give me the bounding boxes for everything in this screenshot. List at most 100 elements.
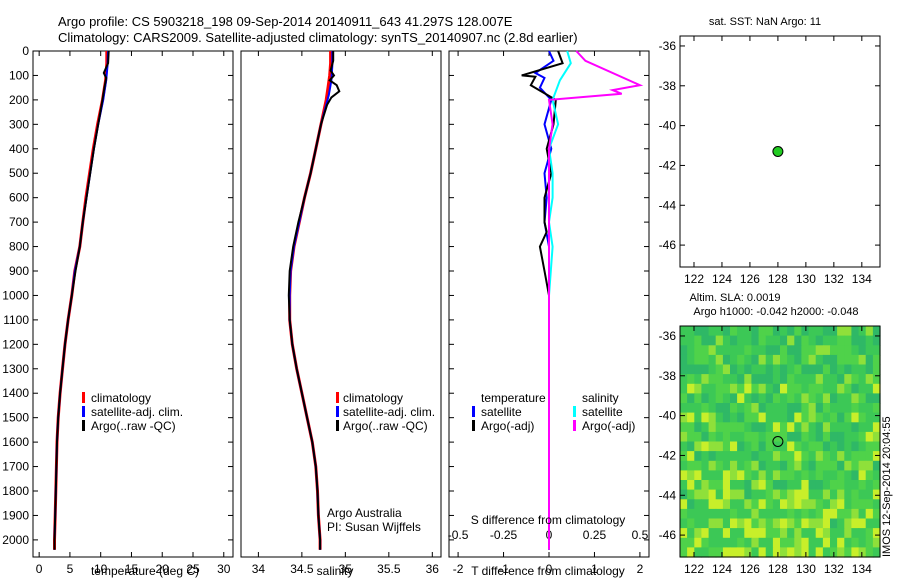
heatmap-cell bbox=[865, 537, 874, 548]
heatmap-cell bbox=[765, 441, 774, 452]
heatmap-cell bbox=[844, 326, 852, 337]
heatmap-cell bbox=[758, 489, 767, 500]
heatmap-cell bbox=[837, 326, 845, 337]
heatmap-cell bbox=[737, 335, 745, 346]
heatmap-cell bbox=[780, 383, 788, 394]
heatmap-cell bbox=[780, 489, 788, 500]
heatmap-cell bbox=[780, 403, 788, 414]
heatmap-cell bbox=[744, 403, 752, 414]
heatmap-cell bbox=[708, 383, 717, 394]
heatmap-cell bbox=[751, 403, 760, 414]
heatmap-cell bbox=[758, 422, 767, 433]
heatmap-cell bbox=[772, 354, 781, 366]
heatmap-cell bbox=[872, 547, 881, 558]
heatmap-cell bbox=[844, 431, 852, 443]
heatmap-cell bbox=[808, 480, 817, 491]
heatmap-cell bbox=[865, 470, 874, 481]
heatmap-cell bbox=[858, 403, 867, 414]
heatmap-cell bbox=[722, 451, 731, 462]
y-tick-label: -40 bbox=[659, 409, 677, 423]
heatmap-cell bbox=[751, 326, 760, 337]
heatmap-cell bbox=[858, 393, 867, 404]
heatmap-cell bbox=[680, 345, 688, 356]
heatmap-cell bbox=[822, 460, 831, 471]
heatmap-cell bbox=[737, 383, 745, 394]
heatmap-cell bbox=[765, 412, 774, 423]
heatmap-cell bbox=[751, 354, 760, 366]
heatmap-cell bbox=[708, 412, 717, 423]
heatmap-cell bbox=[837, 345, 845, 356]
heatmap-cell bbox=[694, 480, 702, 491]
heatmap-cell bbox=[815, 431, 824, 443]
heatmap-cell bbox=[815, 489, 824, 500]
heatmap-cell bbox=[872, 393, 881, 404]
legend-swatch-climatology bbox=[82, 392, 85, 403]
heatmap-cell bbox=[815, 345, 824, 356]
heatmap-cell bbox=[872, 480, 881, 491]
heatmap-cell bbox=[751, 412, 760, 423]
heatmap-cell bbox=[822, 412, 831, 423]
heatmap-cell bbox=[708, 354, 717, 366]
heatmap-cell bbox=[680, 547, 688, 558]
heatmap-cell bbox=[801, 470, 810, 481]
heatmap-cell bbox=[751, 345, 760, 356]
heatmap-cell bbox=[680, 451, 688, 462]
heatmap-cell bbox=[822, 422, 831, 433]
heatmap-cell bbox=[722, 345, 731, 356]
series-line bbox=[547, 50, 644, 550]
heatmap-cell bbox=[744, 470, 752, 481]
heatmap-cell bbox=[872, 422, 881, 433]
heatmap-cell bbox=[694, 518, 702, 529]
argo-position-marker bbox=[772, 146, 784, 157]
heatmap-cell bbox=[708, 518, 717, 529]
heatmap-cell bbox=[765, 345, 774, 356]
heatmap-cell bbox=[751, 335, 760, 346]
heatmap-cell bbox=[872, 528, 881, 539]
s-tick-label: 0.25 bbox=[583, 528, 607, 542]
heatmap-cell bbox=[844, 460, 852, 471]
heatmap-cell bbox=[694, 431, 702, 443]
heatmap-cell bbox=[851, 431, 860, 443]
heatmap-cell bbox=[801, 451, 810, 462]
heatmap-cell bbox=[858, 374, 867, 385]
heatmap-cell bbox=[737, 412, 745, 423]
heatmap-cell bbox=[694, 460, 702, 471]
heatmap-cell bbox=[830, 422, 838, 433]
heatmap-cell bbox=[794, 393, 802, 404]
heatmap-cell bbox=[830, 335, 838, 346]
s-tick-label: 0.5 bbox=[632, 528, 649, 542]
heatmap-cell bbox=[844, 441, 852, 452]
x-tick-label: 126 bbox=[740, 272, 760, 286]
heatmap-cell bbox=[822, 508, 831, 520]
heatmap-cell bbox=[865, 460, 874, 471]
timestamp-stamp: IMOS 12-Sep-2014 20:04:55 bbox=[881, 416, 893, 557]
heatmap-cell bbox=[851, 508, 860, 520]
heatmap-cell bbox=[780, 431, 788, 443]
y-tick-label: 1700 bbox=[2, 460, 29, 474]
heatmap-cell bbox=[865, 518, 874, 529]
heatmap-cell bbox=[815, 326, 824, 337]
heatmap-cell bbox=[872, 403, 881, 414]
heatmap-cell bbox=[872, 326, 881, 337]
heatmap-cell bbox=[808, 364, 817, 375]
heatmap-cell bbox=[730, 393, 738, 404]
heatmap-cell bbox=[801, 441, 810, 452]
heatmap-cell bbox=[722, 364, 731, 375]
heatmap-cell bbox=[772, 403, 781, 414]
heatmap-cell bbox=[851, 547, 860, 558]
heatmap-cell bbox=[858, 518, 867, 529]
heatmap-cell bbox=[772, 393, 781, 404]
heatmap-cell bbox=[687, 431, 695, 443]
heatmap-cell bbox=[751, 431, 760, 443]
heatmap-cell bbox=[680, 326, 688, 337]
heatmap-cell bbox=[844, 489, 852, 500]
heatmap-cell bbox=[787, 422, 795, 433]
heatmap-cell bbox=[765, 489, 774, 500]
heatmap-cell bbox=[808, 460, 817, 471]
heatmap-cell bbox=[794, 499, 802, 510]
heatmap-cell bbox=[787, 403, 795, 414]
heatmap-cell bbox=[858, 480, 867, 491]
heatmap-cell bbox=[858, 354, 867, 366]
heatmap-cell bbox=[787, 480, 795, 491]
y-tick-label: 1300 bbox=[2, 362, 29, 376]
